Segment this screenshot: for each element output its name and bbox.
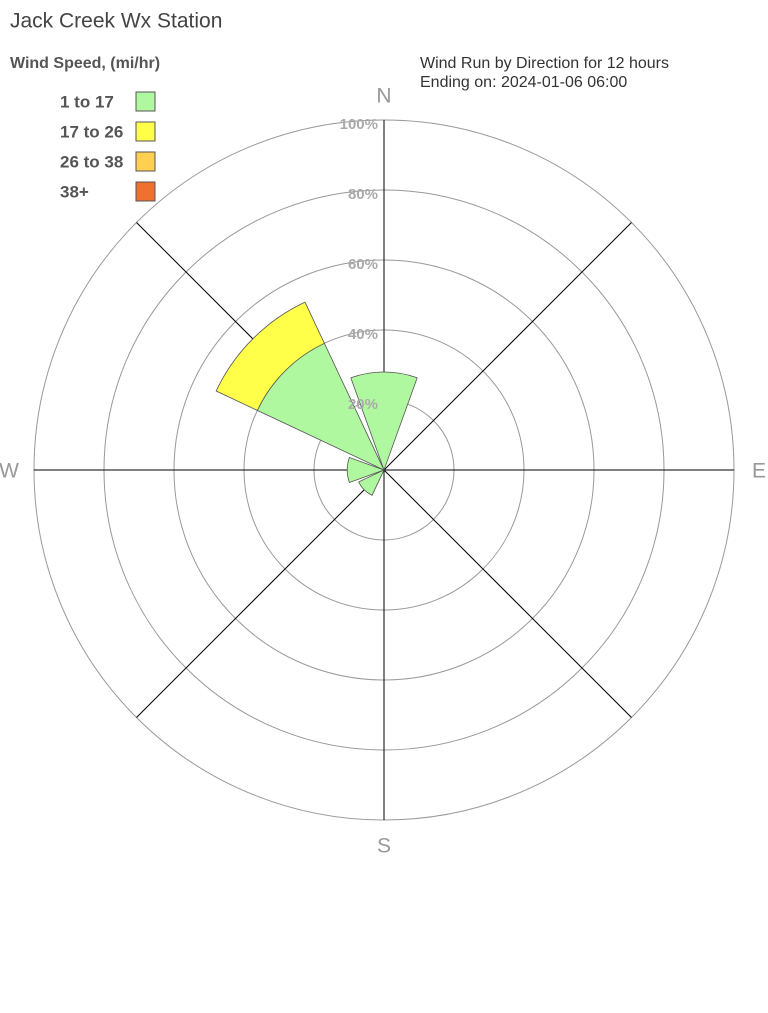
spoke — [383, 222, 632, 471]
legend-swatch — [135, 91, 156, 112]
chart-title: Jack Creek Wx Station — [10, 10, 222, 33]
subtitle: Ending on: 2024-01-06 06:00 — [420, 74, 627, 91]
legend-swatch — [135, 121, 156, 142]
legend-label: 1 to 17 — [60, 92, 114, 111]
legend-title: Wind Speed, (mi/hr) — [10, 55, 160, 72]
subtitle: Wind Run by Direction for 12 hours — [420, 55, 669, 72]
legend-label: 26 to 38 — [60, 152, 123, 171]
legend-swatch — [135, 181, 156, 202]
direction-label: S — [377, 835, 391, 858]
spoke — [383, 469, 632, 718]
r-tick-label: 60% — [348, 256, 378, 273]
direction-label: E — [752, 460, 766, 483]
r-tick-label: 80% — [348, 186, 378, 203]
legend-label: 38+ — [60, 182, 89, 201]
direction-label: W — [0, 460, 19, 483]
legend-label: 17 to 26 — [60, 122, 123, 141]
direction-label: N — [376, 85, 391, 108]
petal — [350, 371, 418, 472]
legend-swatch — [135, 151, 156, 172]
petal — [346, 457, 386, 483]
spoke — [136, 469, 385, 718]
r-tick-label: 20% — [348, 396, 378, 413]
r-tick-label: 100% — [340, 116, 378, 133]
petal — [215, 301, 325, 411]
r-tick-label: 40% — [348, 326, 378, 343]
